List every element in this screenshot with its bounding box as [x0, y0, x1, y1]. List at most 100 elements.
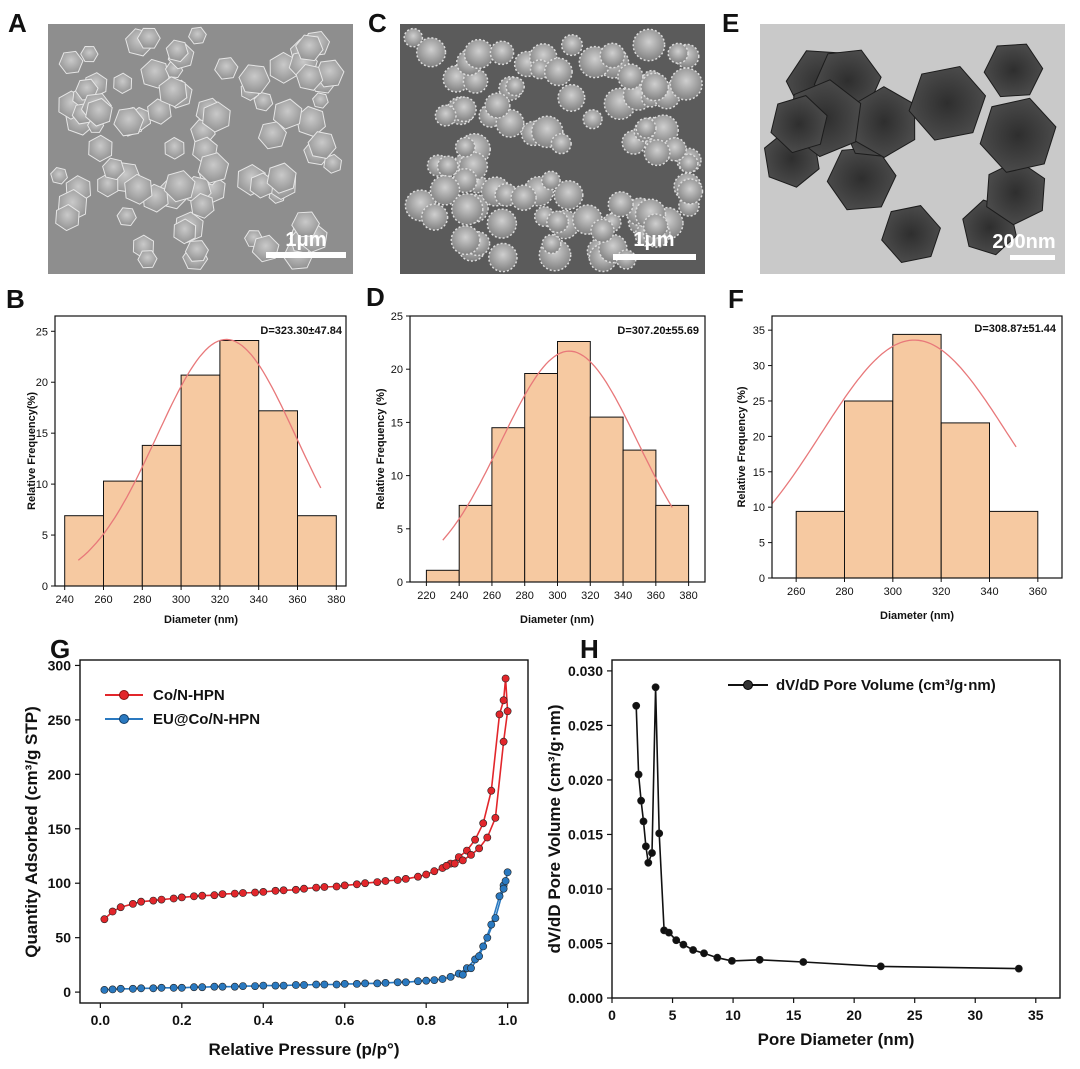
- y-tick-label: 10: [753, 502, 765, 514]
- particle: [642, 213, 669, 239]
- legend-h: dV/dD Pore Volume (cm³/g·nm): [728, 677, 996, 694]
- particle: [190, 192, 215, 219]
- y-axis-label-b: Relative Frequency(%): [26, 392, 38, 510]
- histogram-f: 260 280 300 320 340 360 0 5 10 15 20 25 30 35 D=308.8…: [736, 315, 1063, 622]
- data-point: [230, 889, 239, 898]
- particle: [257, 121, 287, 150]
- y-tick-label: 0.005: [568, 935, 603, 951]
- data-point: [361, 879, 369, 888]
- series-line: [635, 687, 1019, 970]
- x-axis-label-f: Diameter (nm): [880, 610, 954, 622]
- particle: [770, 95, 828, 154]
- data-point: [728, 957, 736, 965]
- particle: [488, 242, 518, 273]
- annotation-d: D=307.20±55.69: [617, 325, 699, 337]
- histogram-bar: [524, 373, 559, 583]
- data-point: [279, 886, 288, 895]
- x-tick-label: 300: [172, 594, 190, 606]
- data-point: [401, 978, 410, 987]
- y-tick-label: 0.020: [568, 772, 603, 788]
- particle: [307, 131, 337, 160]
- plot-frame-g: [79, 659, 529, 1004]
- particle: [640, 72, 670, 102]
- plot-frame-b: [54, 315, 347, 587]
- data-point: [312, 883, 321, 892]
- x-tick-label: 280: [835, 586, 853, 598]
- scale-bar-c: [613, 254, 696, 260]
- particle: [163, 170, 196, 203]
- x-tick-label: 220: [417, 590, 435, 602]
- data-point: [438, 975, 447, 983]
- particle: [102, 157, 125, 181]
- histogram-bar: [892, 333, 942, 579]
- particle: [312, 92, 329, 109]
- x-tick-label: 320: [211, 594, 229, 606]
- data-point: [495, 892, 504, 901]
- data-point: [487, 786, 496, 795]
- data-point: [672, 936, 681, 945]
- particle: [450, 96, 477, 123]
- data-point: [755, 955, 764, 964]
- x-tick-label: 35: [1028, 1007, 1044, 1023]
- particle: [184, 240, 209, 262]
- data-point: [259, 888, 268, 896]
- data-point: [430, 867, 439, 876]
- y-tick-label: 15: [753, 467, 765, 479]
- x-tick-label: 300: [884, 586, 902, 598]
- legend-marker-co-n-hpn: [119, 690, 129, 700]
- data-point: [458, 970, 467, 979]
- x-tick-label: 260: [94, 594, 112, 606]
- data-point: [644, 858, 653, 867]
- particle: [188, 26, 207, 45]
- data-point: [487, 920, 496, 929]
- data-point: [271, 886, 280, 895]
- data-point: [210, 891, 219, 900]
- data-point: [700, 949, 708, 958]
- y-tick-label: 300: [48, 657, 72, 673]
- particle: [669, 67, 703, 101]
- data-point: [312, 980, 321, 989]
- scale-bar-a: [266, 252, 346, 258]
- particle: [979, 97, 1057, 173]
- particle: [486, 208, 518, 239]
- data-point: [458, 856, 467, 865]
- data-point: [483, 833, 492, 842]
- data-point: [177, 893, 186, 902]
- data-point: [238, 889, 247, 897]
- x-tick-label: 300: [548, 590, 566, 602]
- data-point: [137, 897, 145, 906]
- particle: [272, 98, 303, 130]
- x-tick-label: 360: [288, 594, 306, 606]
- data-point: [648, 849, 656, 857]
- data-point: [503, 868, 512, 877]
- panel-label-h: H: [580, 634, 599, 664]
- data-point: [116, 984, 125, 993]
- data-point: [471, 835, 479, 844]
- data-point: [198, 891, 207, 900]
- data-point: [230, 982, 239, 991]
- particle: [986, 159, 1046, 226]
- data-point: [495, 710, 504, 719]
- particle: [505, 76, 525, 97]
- particle: [590, 218, 615, 244]
- histogram-bar: [103, 480, 143, 587]
- legend-label-co-n-hpn: Co/N-HPN: [153, 687, 225, 704]
- y-tick-label: 5: [42, 530, 48, 542]
- data-point: [300, 884, 308, 893]
- data-point: [177, 983, 186, 992]
- data-point: [634, 770, 643, 779]
- particle: [140, 58, 170, 89]
- pore-chart-h: 0 5 10 15 20 25 30 35 0.000 0.005 0.010 0.015 0.020 0…: [545, 659, 1061, 1049]
- particle: [643, 139, 671, 167]
- data-point: [467, 964, 475, 973]
- gaussian-fit-line: [77, 338, 322, 561]
- particle: [983, 43, 1044, 98]
- particle: [97, 173, 119, 198]
- histogram-b: 240 260 280 300 320 340 360 380 0 5 10 15 20 25 D=323…: [26, 315, 347, 626]
- y-tick-label: 25: [753, 396, 765, 408]
- y-axis-label-h: dV/dD Pore Volume (cm³/g·nm): [545, 704, 564, 953]
- data-point: [108, 907, 117, 916]
- x-tick-label: 0.4: [254, 1012, 274, 1028]
- particle: [295, 63, 324, 91]
- x-tick-label: 0: [608, 1007, 616, 1023]
